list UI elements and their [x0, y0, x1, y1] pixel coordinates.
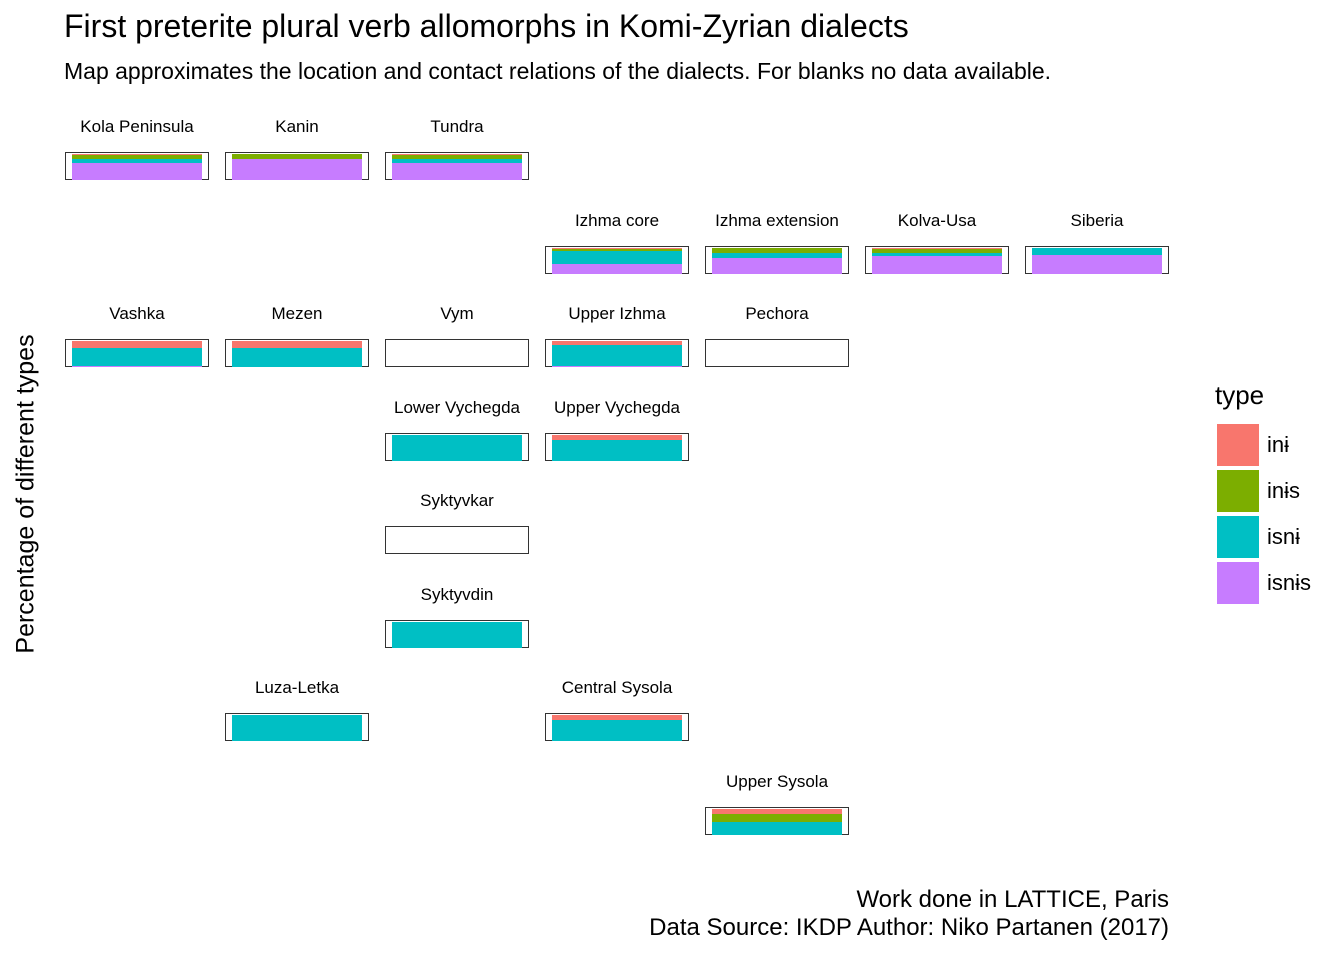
facet-panel	[385, 152, 529, 180]
facet-panel	[225, 152, 369, 180]
bar-segment	[872, 255, 1002, 274]
legend-label: inɨ	[1267, 432, 1290, 457]
bar-segment	[552, 263, 682, 274]
legend-swatch	[1217, 424, 1259, 466]
caption-credit: Work done in LATTICE, Paris	[856, 886, 1169, 913]
facet-label: Upper Sysola	[725, 772, 829, 791]
bar-segment	[72, 347, 202, 366]
bar-segment	[72, 154, 202, 156]
facet-panel	[65, 339, 209, 367]
facet-panel	[705, 807, 849, 835]
facet-panel	[705, 339, 849, 367]
bar-segment	[392, 159, 522, 164]
legend-swatch	[1217, 562, 1259, 604]
facet-panel	[385, 339, 529, 367]
facet-label: Vashka	[109, 304, 165, 323]
legend-label: isnɨs	[1267, 570, 1312, 595]
facet-label: Mezen	[271, 304, 323, 323]
bar-segment	[72, 163, 202, 180]
facet-label: Vym	[440, 304, 474, 323]
bar-segment	[712, 809, 842, 815]
bar-segment	[232, 154, 362, 160]
bar-segment	[1032, 248, 1162, 255]
bar-segment	[712, 814, 842, 822]
facet-panel	[385, 620, 529, 648]
bar-segment	[392, 163, 522, 180]
bar-segment	[392, 435, 522, 461]
bar-segment	[232, 347, 362, 367]
bar-segment	[552, 435, 682, 441]
y-axis-label: Percentage of different types	[11, 334, 40, 654]
bar-segment	[392, 154, 522, 156]
facet-panel	[865, 246, 1009, 274]
legend-label: isnɨ	[1267, 524, 1301, 549]
bar-segment	[72, 365, 202, 367]
bar-segment	[872, 253, 1002, 256]
facet-label: Lower Vychegda	[393, 398, 520, 417]
bar-segment	[552, 341, 682, 346]
bar-segment	[232, 159, 362, 180]
legend-swatch	[1217, 516, 1259, 558]
facet-label: Syktyvdin	[420, 585, 494, 604]
legend-swatch	[1217, 470, 1259, 512]
bar-segment	[552, 715, 682, 721]
facet-label: Izhma extension	[715, 211, 839, 230]
chart-subtitle: Map approximates the location and contac…	[64, 58, 1052, 84]
bar-segment	[712, 253, 842, 259]
facet-panel	[385, 433, 529, 461]
facet-panel	[225, 713, 369, 741]
bar-segment	[552, 365, 682, 367]
bar-segment	[552, 249, 682, 251]
facet-label: Syktyvkar	[420, 491, 494, 510]
bar-segment	[712, 822, 842, 835]
bar-segment	[232, 341, 362, 348]
bar-segment	[72, 155, 202, 160]
facet-panel	[65, 152, 209, 180]
bar-segment	[552, 248, 682, 250]
legend-label: inɨs	[1267, 478, 1301, 503]
facet-label: Kolva-Usa	[897, 211, 977, 230]
facet-label: Kanin	[275, 117, 319, 136]
bar-segment	[872, 249, 1002, 254]
facet-panel	[545, 339, 689, 367]
bar-segment	[72, 159, 202, 164]
facet-panel	[1025, 246, 1169, 274]
bar-segment	[872, 248, 1002, 250]
facet-label: Upper Vychegda	[553, 398, 680, 417]
facet-panel	[225, 339, 369, 367]
legend-title: type	[1215, 380, 1265, 410]
bar-segment	[712, 248, 842, 254]
facet-label: Central Sysola	[561, 678, 673, 697]
bar-segment	[552, 250, 682, 264]
facet-label: Pechora	[745, 304, 809, 323]
bar-segment	[232, 715, 362, 741]
facet-label: Izhma core	[574, 211, 660, 230]
bar-segment	[1032, 254, 1162, 274]
caption-source: Data Source: IKDP Author: Niko Partanen …	[649, 914, 1169, 941]
bar-segment	[552, 720, 682, 741]
bar-segment	[392, 155, 522, 160]
facet-label: Tundra	[430, 117, 484, 136]
facet-panel	[705, 246, 849, 274]
bar-segment	[552, 345, 682, 366]
facet-label: Kola Peninsula	[80, 117, 194, 136]
facet-panel	[545, 246, 689, 274]
facet-panel	[545, 433, 689, 461]
facet-panel	[385, 526, 529, 554]
bar-segment	[392, 622, 522, 648]
bar-segment	[552, 440, 682, 461]
bar-segment	[712, 258, 842, 274]
facet-panel	[545, 713, 689, 741]
chart-title: First preterite plural verb allomorphs i…	[64, 8, 909, 44]
bar-segment	[72, 341, 202, 348]
facet-label: Luza-Letka	[254, 678, 340, 697]
facet-label: Upper Izhma	[568, 304, 666, 323]
facet-label: Siberia	[1070, 211, 1124, 230]
